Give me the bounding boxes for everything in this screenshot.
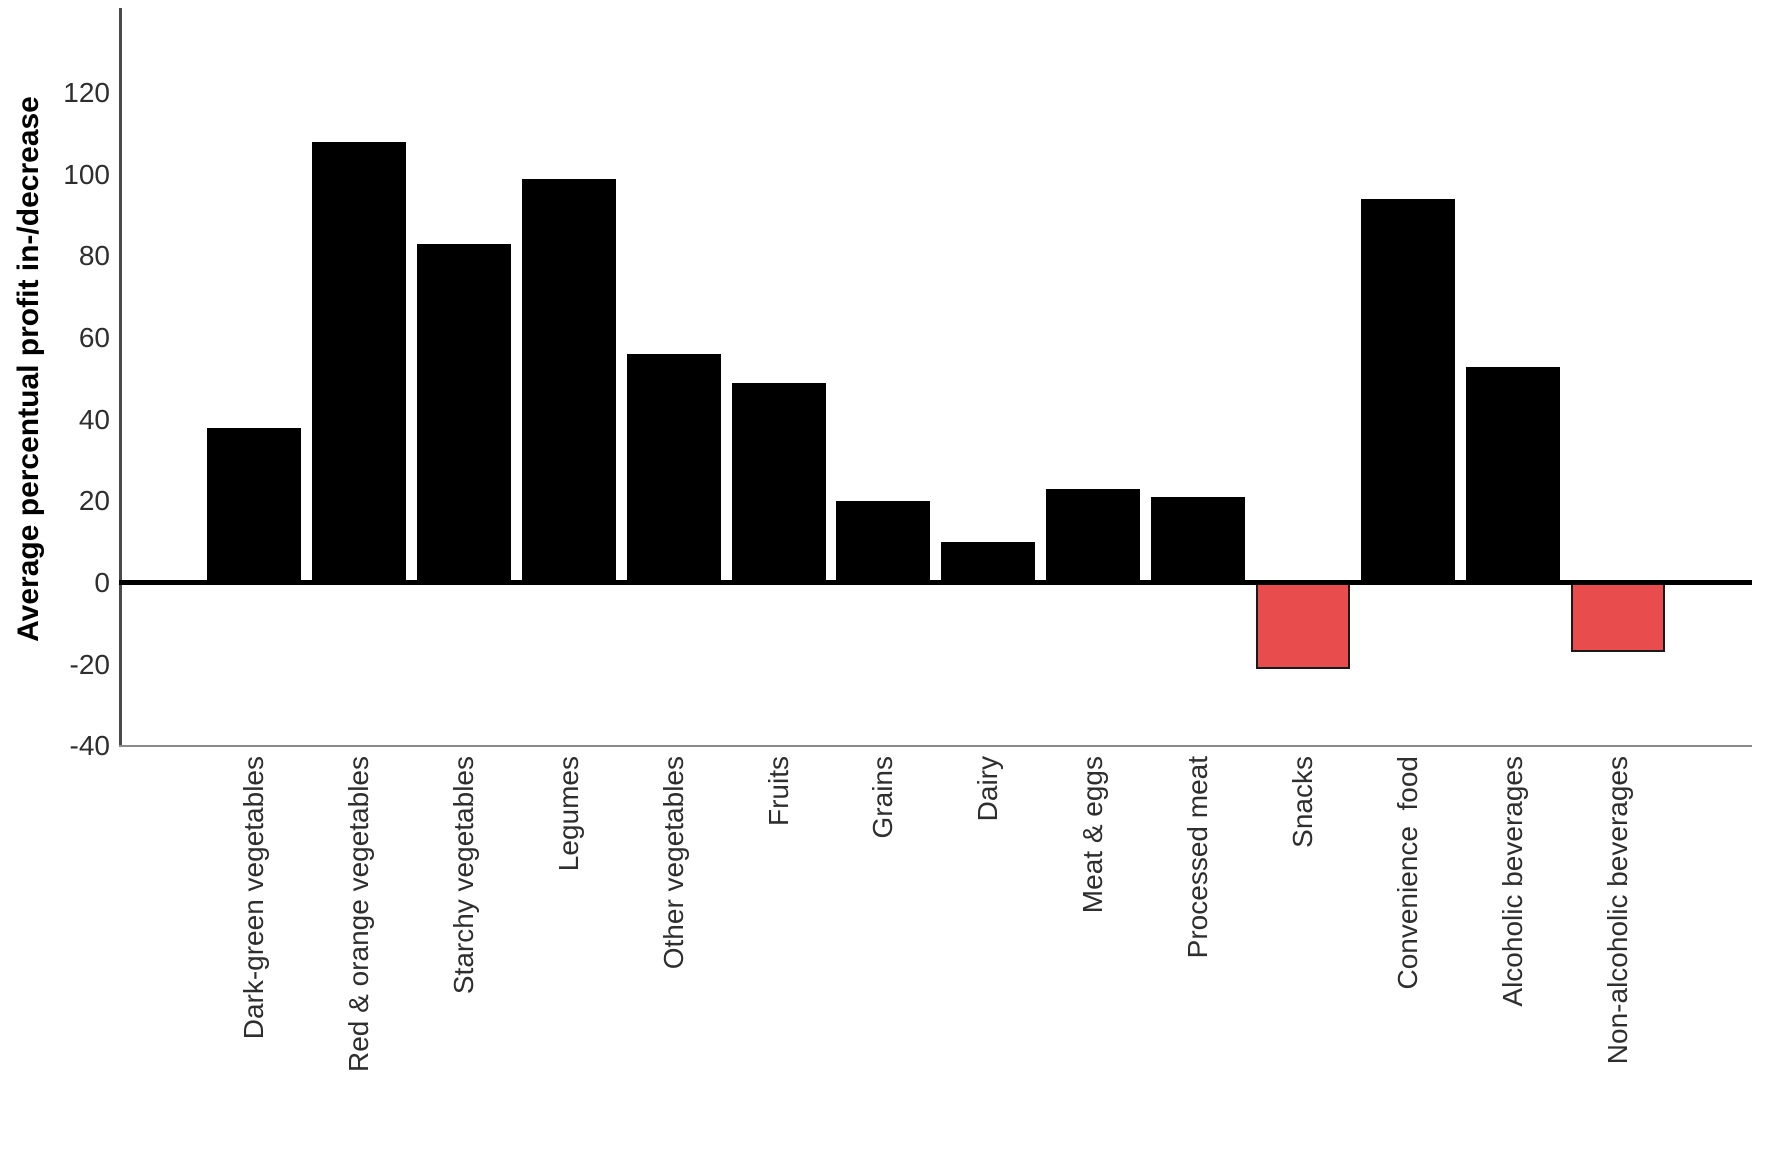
- x-label-alcoholic-beverages: Alcoholic beverages: [1496, 756, 1528, 1007]
- bar-alcoholic-beverages: [1465, 366, 1560, 583]
- x-label-fruits: Fruits: [762, 756, 794, 826]
- y-tick-label--20: -20: [69, 648, 110, 680]
- bar-grains: [836, 501, 931, 583]
- bar-meat-eggs: [1046, 489, 1141, 583]
- y-tick-label-40: 40: [78, 403, 110, 435]
- x-label-other-vegetables: Other vegetables: [657, 756, 689, 970]
- x-label-meat-eggs: Meat & eggs: [1077, 756, 1109, 914]
- y-tick-label--40: -40: [69, 730, 110, 762]
- x-label-non-alcoholic-beverages: Non-alcoholic beverages: [1601, 756, 1633, 1065]
- bar-legumes: [521, 178, 616, 583]
- bar-convenience-food: [1360, 199, 1455, 583]
- bar-dark-green-vegetables: [207, 427, 301, 583]
- x-label-convenience-food: Convenience food: [1391, 756, 1423, 990]
- x-label-legumes: Legumes: [552, 756, 584, 872]
- x-label-starchy-vegetables: Starchy vegetables: [447, 756, 479, 995]
- bar-snacks: [1256, 583, 1350, 669]
- x-label-red-orange-vegetables: Red & orange vegetables: [342, 756, 374, 1072]
- y-axis-line: [119, 8, 122, 747]
- y-tick-label-60: 60: [78, 322, 110, 354]
- x-label-dairy: Dairy: [972, 756, 1004, 822]
- zero-baseline: [119, 580, 1752, 585]
- bar-other-vegetables: [626, 354, 721, 583]
- x-label-grains: Grains: [867, 756, 899, 839]
- bar-non-alcoholic-beverages: [1570, 583, 1665, 653]
- y-tick-label-20: 20: [78, 485, 110, 517]
- bar-starchy-vegetables: [416, 244, 511, 583]
- x-label-dark-green-vegetables: Dark-green vegetables: [238, 756, 269, 1040]
- y-tick-label-120: 120: [63, 77, 110, 109]
- bar-fruits: [731, 382, 826, 583]
- y-tick-label-0: 0: [94, 567, 110, 598]
- bar-dairy: [941, 542, 1036, 583]
- y-tick-label-80: 80: [78, 240, 110, 272]
- bar-processed-meat: [1151, 497, 1246, 583]
- x-axis-line: [119, 745, 1752, 747]
- x-label-processed-meat: Processed meat: [1182, 756, 1214, 959]
- y-tick-label-100: 100: [63, 158, 110, 190]
- bar-red-orange-vegetables: [311, 142, 406, 583]
- x-label-snacks: Snacks: [1287, 756, 1318, 848]
